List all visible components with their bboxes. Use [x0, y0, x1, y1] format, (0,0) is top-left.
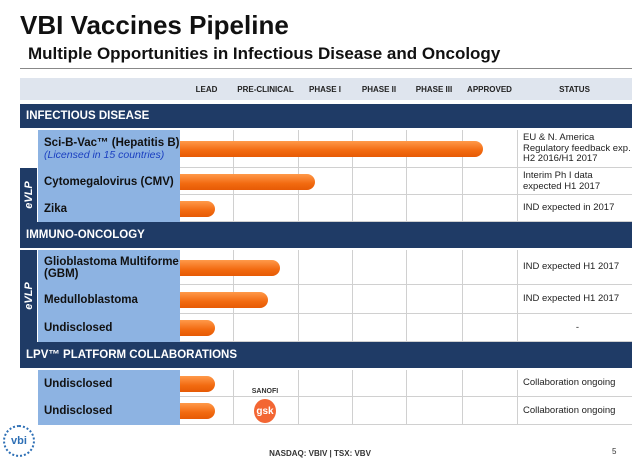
row-label: Cytomegalovirus (CMV) — [44, 175, 174, 188]
grid-line — [352, 250, 353, 285]
group-bar: eVLP — [20, 168, 37, 222]
row-name: Cytomegalovirus (CMV) — [38, 168, 180, 195]
grid-line — [462, 250, 463, 285]
grid-line — [298, 314, 299, 342]
section-header: IMMUNO-ONCOLOGY — [20, 222, 632, 248]
partner-logo: SANOFI — [251, 388, 279, 395]
row-note: (Licensed in 15 countries) — [44, 149, 165, 161]
page-number: 5 — [612, 447, 617, 456]
status: Collaboration ongoing — [523, 377, 616, 389]
column-header: LEAD — [195, 84, 218, 94]
grid-line — [517, 397, 518, 425]
grid-line — [406, 168, 407, 195]
section-header: LPV™ PLATFORM COLLABORATIONS — [20, 342, 632, 368]
column-header: APPROVED — [467, 84, 512, 94]
column-header: STATUS — [559, 84, 590, 94]
grid-line — [406, 195, 407, 222]
grid-line — [298, 397, 299, 425]
progress-bar — [180, 173, 315, 190]
grid-line — [462, 314, 463, 342]
grid-line — [517, 250, 518, 285]
grid-line — [298, 285, 299, 314]
grid-line — [462, 285, 463, 314]
grid-line — [352, 370, 353, 397]
status: Collaboration ongoing — [523, 404, 616, 416]
row-label: Undisclosed — [44, 322, 113, 334]
row-label: Medulloblastoma — [44, 293, 138, 306]
row-label: Glioblastoma Multiforme (GBM) — [44, 255, 179, 280]
ticker: NASDAQ: VBIV | TSX: VBV — [269, 449, 371, 458]
grid-line — [517, 370, 518, 397]
grid-line — [406, 397, 407, 425]
grid-line — [406, 314, 407, 342]
title: VBI Vaccines Pipeline — [20, 10, 289, 40]
grid-line — [298, 370, 299, 397]
grid-line — [298, 195, 299, 222]
subtitle: Multiple Opportunities in Infectious Dis… — [28, 44, 501, 63]
grid-line — [233, 370, 234, 397]
status: IND expected H1 2017 — [523, 261, 620, 273]
row-name: Undisclosed — [38, 370, 180, 397]
row-name: Glioblastoma Multiforme (GBM) — [38, 250, 180, 285]
header-row — [20, 78, 632, 100]
row-name: Undisclosed — [38, 397, 180, 425]
grid-line — [462, 195, 463, 222]
progress-bar — [180, 141, 483, 157]
grid-line — [517, 195, 518, 222]
row-label: Undisclosed — [44, 405, 113, 417]
progress-bar — [180, 291, 268, 308]
progress-bar — [180, 200, 215, 217]
row-name: Medulloblastoma — [38, 285, 180, 314]
partner-logo: gsk — [254, 399, 276, 423]
grid-line — [462, 370, 463, 397]
status: EU & N. America Regulatory feedback exp.… — [523, 131, 631, 165]
section-header: INFECTIOUS DISEASE — [20, 104, 632, 128]
row-name: Zika — [38, 195, 180, 222]
row-name: Undisclosed — [38, 314, 180, 342]
row-name: Sci-B-Vac™ (Hepatitis B) (Licensed in 15 … — [38, 130, 180, 168]
grid-line — [352, 314, 353, 342]
column-header: PHASE II — [361, 84, 397, 94]
status: IND expected H1 2017 — [523, 293, 620, 305]
progress-bar — [180, 403, 215, 419]
group-label: eVLP — [22, 181, 35, 209]
grid-line — [233, 195, 234, 222]
grid-line — [517, 168, 518, 195]
progress-bar — [180, 259, 280, 276]
logo: vbi — [3, 425, 35, 457]
status: - — [575, 321, 580, 333]
grid-line — [352, 168, 353, 195]
row-label: Undisclosed — [44, 377, 113, 390]
grid-line — [406, 285, 407, 314]
row-label: Zika — [44, 202, 68, 215]
grid-line — [462, 168, 463, 195]
column-header: PHASE III — [415, 84, 453, 94]
grid-line — [233, 314, 234, 342]
grid-line — [406, 370, 407, 397]
status: IND expected in 2017 — [523, 202, 615, 214]
grid-line — [462, 397, 463, 425]
progress-bar — [180, 375, 215, 392]
status: Interim Ph I data expected H1 2017 — [523, 169, 601, 192]
group-label: eVLP — [22, 282, 35, 310]
column-header: PRE-CLINICAL — [237, 84, 294, 94]
group-bar: eVLP — [20, 250, 37, 342]
progress-bar — [180, 320, 215, 336]
grid-line — [517, 130, 518, 168]
grid-line — [406, 250, 407, 285]
rule — [20, 68, 632, 69]
column-header: PHASE I — [308, 84, 341, 94]
row-label: Sci-B-Vac™ (Hepatitis B) — [44, 137, 180, 149]
grid-line — [517, 285, 518, 314]
grid-line — [233, 397, 234, 425]
grid-line — [517, 314, 518, 342]
grid-line — [352, 397, 353, 425]
grid-line — [298, 250, 299, 285]
grid-line — [352, 195, 353, 222]
grid-line — [352, 285, 353, 314]
